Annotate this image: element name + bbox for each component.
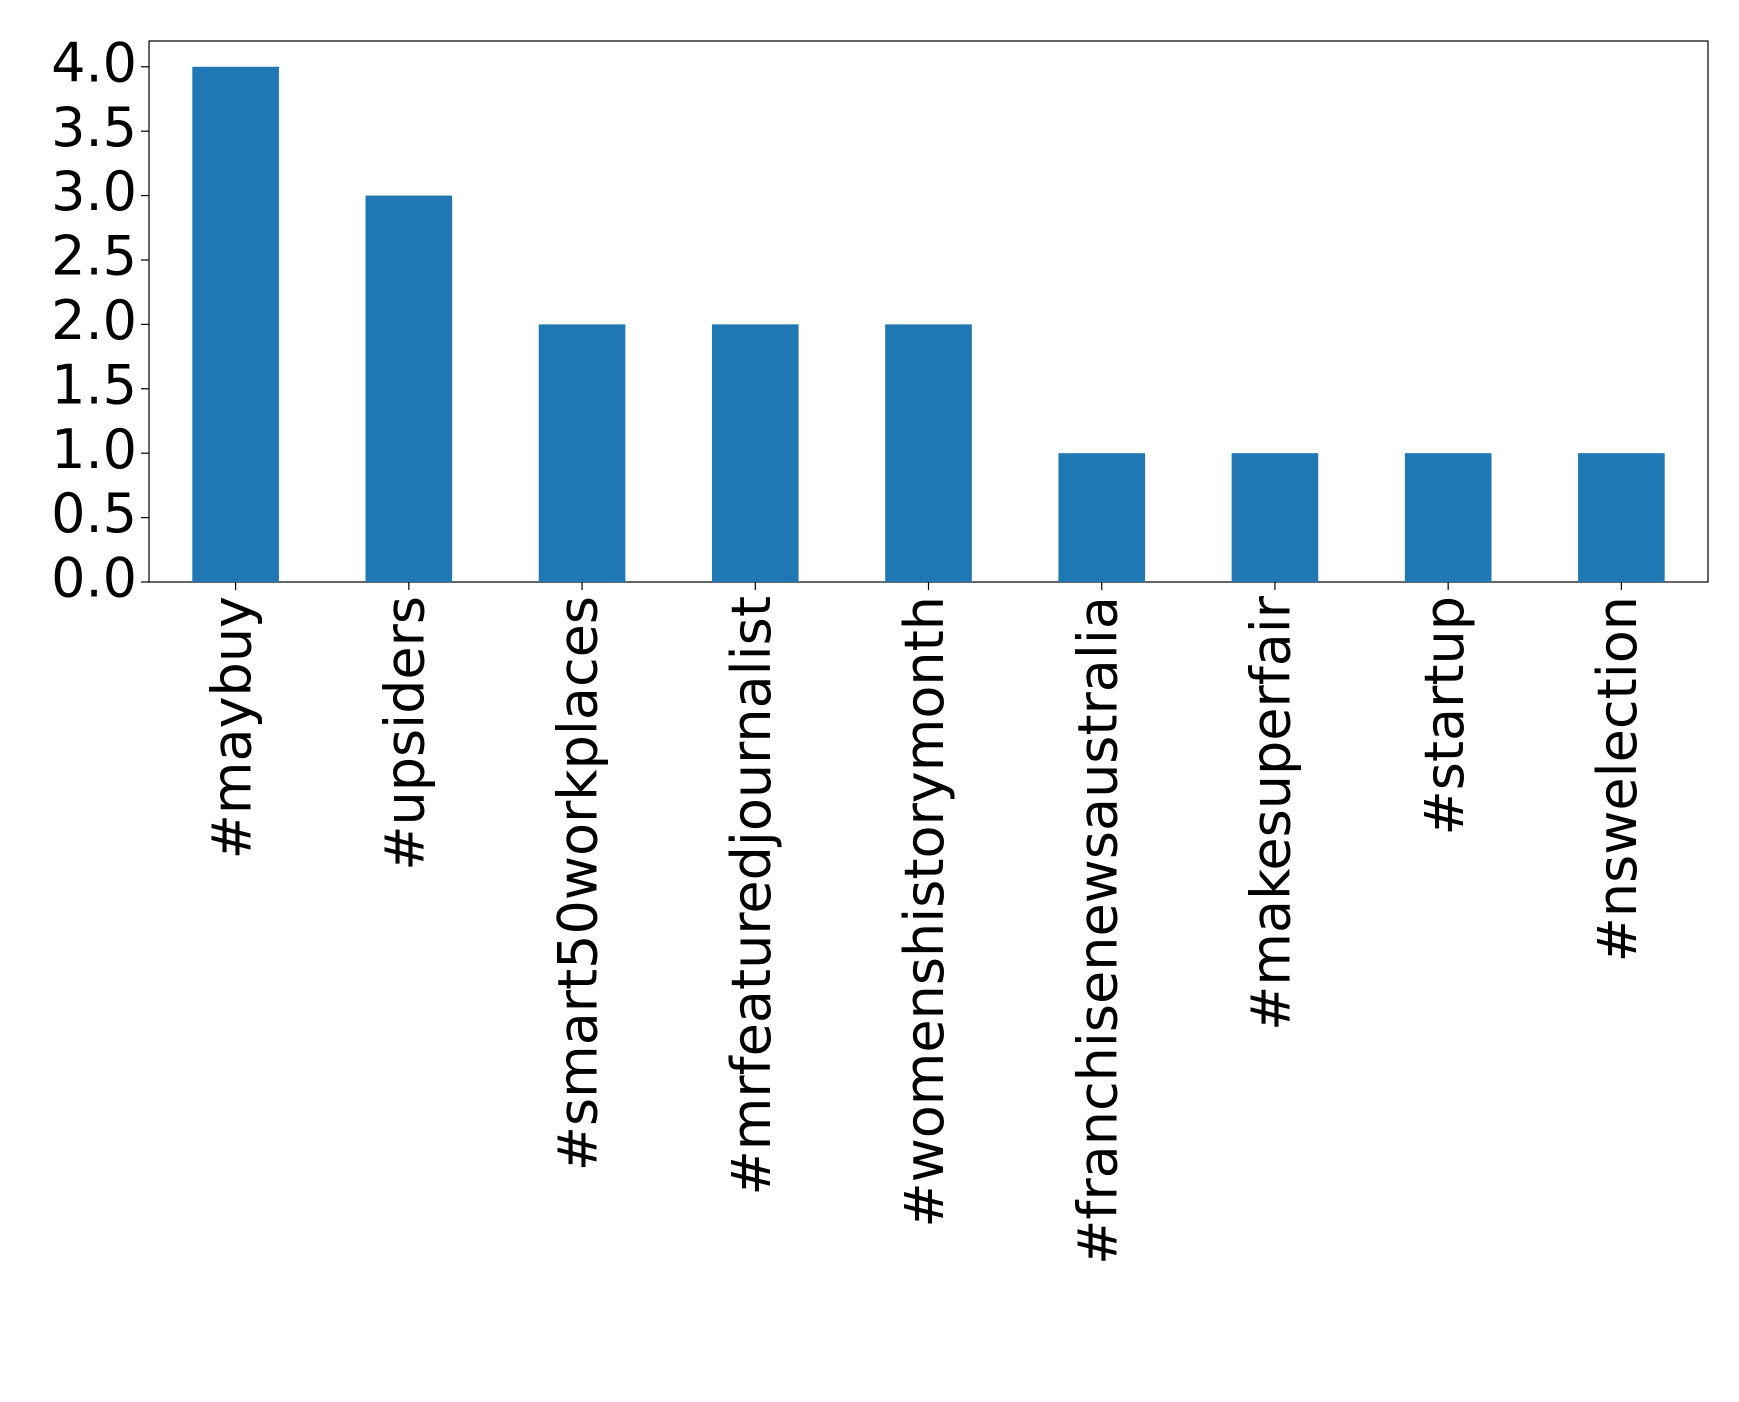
- y-tick-label: 3.0: [51, 160, 137, 223]
- y-tick-label: 3.5: [51, 96, 137, 159]
- y-tick-label: 2.5: [51, 225, 137, 288]
- bar: [1404, 453, 1492, 582]
- bar: [1231, 453, 1319, 582]
- bar: [1058, 453, 1146, 582]
- bar: [192, 66, 279, 582]
- x-tick-label: #nswelection: [1586, 596, 1649, 962]
- bar: [365, 195, 453, 583]
- x-tick-label: #smart50workplaces: [547, 596, 610, 1171]
- y-tick-label: 0.5: [51, 482, 137, 545]
- bar: [538, 324, 626, 582]
- x-tick-label: #maybuy: [200, 596, 263, 859]
- bar: [885, 324, 972, 582]
- y-tick-label: 2.0: [51, 289, 137, 352]
- x-tick-label: #mrfeaturedjournalist: [720, 596, 783, 1195]
- x-tick-label: #upsiders: [373, 596, 436, 871]
- y-tick-label: 0.0: [51, 547, 137, 610]
- y-tick-label: 1.5: [51, 353, 137, 416]
- y-tick-label: 1.0: [51, 418, 137, 481]
- bar: [711, 324, 799, 582]
- x-tick-label: #franchisenewsaustralia: [1066, 596, 1129, 1265]
- x-tick-label: #startup: [1413, 596, 1476, 836]
- bar: [1578, 453, 1665, 582]
- x-tick-label: #womenshistorymonth: [893, 596, 956, 1228]
- y-tick-label: 4.0: [51, 31, 137, 94]
- x-tick-label: #makesuperfair: [1240, 595, 1303, 1031]
